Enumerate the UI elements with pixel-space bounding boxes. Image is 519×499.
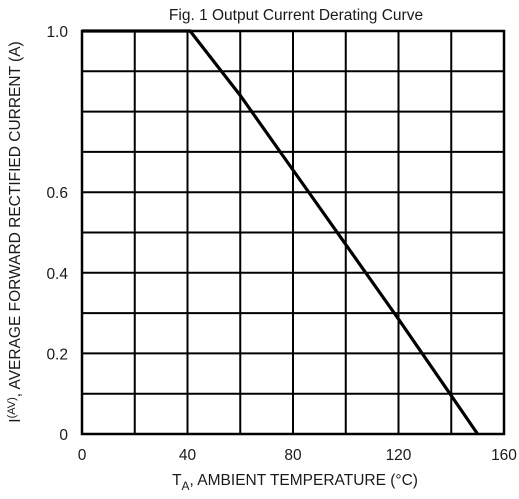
x-axis-label-rest: , AMBIENT TEMPERATURE (°C) (190, 472, 418, 489)
x-tick-label: 40 (179, 447, 197, 464)
y-axis-label-superscript: (AV) (6, 397, 18, 418)
x-axis-label-main: T (172, 472, 182, 489)
x-tick-labels: 0 40 80 120 160 (78, 447, 518, 464)
x-tick-label: 80 (284, 447, 302, 464)
y-tick-label: 0.2 (46, 346, 68, 363)
y-axis-label-rest: , AVERAGE FORWARD RECTIFIED CURRENT (A) (7, 41, 24, 397)
y-axis-label: I(AV), AVERAGE FORWARD RECTIFIED CURRENT… (6, 41, 24, 422)
plot-frame (80, 29, 506, 436)
x-tick-label: 0 (78, 447, 87, 464)
x-tick-label: 120 (386, 447, 412, 464)
x-tick-label: 160 (491, 447, 517, 464)
y-tick-label: 0 (59, 427, 68, 444)
y-tick-label: 1.0 (46, 24, 68, 41)
x-axis-label: TA, AMBIENT TEMPERATURE (°C) (172, 472, 418, 493)
y-axis-label-main: I (7, 418, 24, 422)
y-tick-label: 0.6 (46, 185, 68, 202)
y-tick-label: 0.4 (46, 266, 68, 283)
x-axis-label-subscript: A (182, 479, 190, 493)
y-tick-labels: 0 0.2 0.4 0.6 1.0 (46, 24, 68, 444)
grid (81, 30, 505, 435)
derating-curve (82, 29, 479, 435)
chart-title: Fig. 1 Output Current Derating Curve (169, 7, 423, 24)
